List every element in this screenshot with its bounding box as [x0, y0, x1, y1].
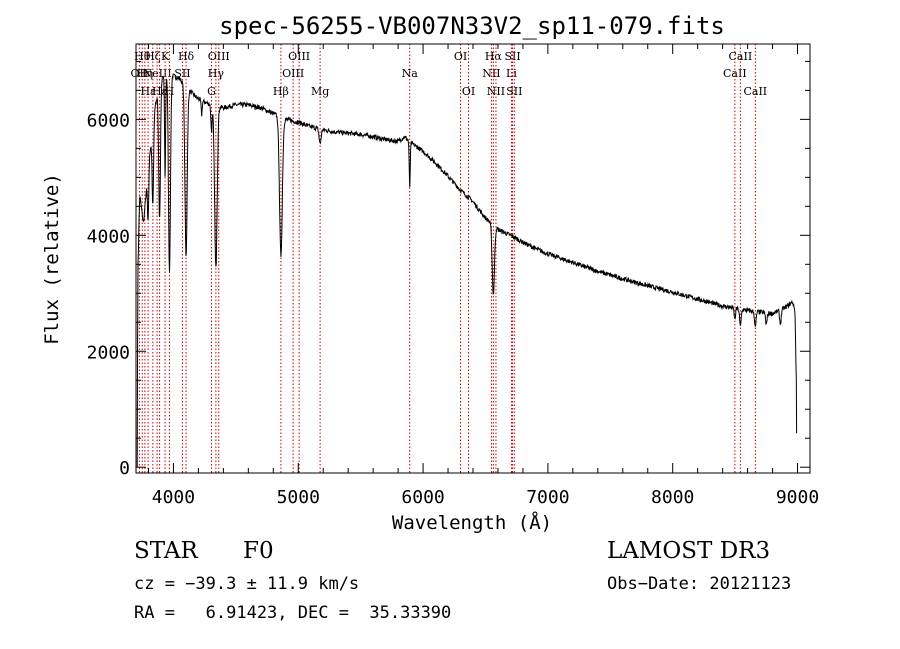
marker-label-18: Na [402, 67, 419, 80]
marker-label-10: Hδ [178, 50, 195, 63]
marker-label-19: OI [454, 50, 467, 63]
y-axis-ticks: 0 2000 4000 6000 [87, 60, 810, 479]
y-tick-label: 0 [119, 458, 130, 479]
marker-label-7: K [161, 50, 170, 63]
marker-label-26: SII [506, 85, 522, 98]
marker-label-11: G [207, 85, 216, 98]
chart-title: spec-56255-VB007N33V2_sp11-079.fits [219, 12, 725, 40]
y-tick-label: 6000 [87, 110, 130, 131]
plot-frame [135, 43, 811, 474]
marker-label-1: Hθ [134, 50, 151, 63]
marker-label-25: SII [504, 50, 520, 63]
x-tick-label: 9000 [776, 487, 819, 508]
marker-label-12: Hγ [208, 67, 225, 80]
marker-label-28: CaII [729, 50, 753, 63]
y-axis-label: Flux (relative) [41, 173, 63, 345]
marker-label-4: Hζ [145, 50, 161, 63]
marker-label-15: OIII [282, 67, 304, 80]
marker-label-13: OIII [208, 50, 230, 63]
marker-label-29: CaII [743, 85, 767, 98]
object-class: STAR [134, 538, 198, 564]
obs-date: Obs−Date: 20121123 [607, 574, 792, 594]
marker-label-0: OII [131, 67, 149, 80]
marker-label-24: Li [506, 67, 517, 80]
marker-label-23: NII [487, 85, 505, 98]
object-subclass: F0 [243, 538, 274, 564]
x-tick-label: 7000 [526, 487, 569, 508]
coordinates: RA = 6.91423, DEC = 35.33390 [134, 603, 452, 623]
marker-label-16: OIII [288, 50, 310, 63]
velocity-readout: cz = −39.3 ± 11.9 km/s [134, 574, 360, 594]
survey-name: LAMOST DR3 [607, 538, 771, 564]
spectrum-chart: spec-56255-VB007N33V2_sp11-079.fits OIIH… [41, 12, 819, 534]
marker-label-8: H [165, 85, 175, 98]
x-tick-label: 4000 [152, 487, 195, 508]
spectrum-line [136, 73, 798, 468]
y-tick-label: 2000 [87, 342, 130, 363]
x-axis-label: Wavelength (Å) [392, 511, 552, 534]
x-tick-label: 5000 [277, 487, 320, 508]
line-markers: OIIHθHηHεHζNeIIIHεKHSIIHδGHγOIIIHβOIIIOI… [131, 44, 767, 473]
x-tick-label: 8000 [651, 487, 694, 508]
marker-label-17: Mg [311, 85, 329, 98]
y-tick-label: 4000 [87, 226, 130, 247]
marker-label-3: Hε [140, 85, 156, 98]
x-tick-label: 6000 [401, 487, 444, 508]
marker-label-5: NeIII [143, 67, 172, 80]
marker-label-2: Hη [137, 67, 153, 80]
marker-label-27: CaII [723, 67, 747, 80]
marker-label-20: OI [462, 85, 475, 98]
x-axis-ticks: 4000 5000 6000 7000 8000 9000 [147, 44, 819, 508]
marker-label-22: Hα [485, 50, 503, 63]
marker-label-21: NII [482, 67, 500, 80]
marker-label-14: Hβ [273, 85, 289, 98]
